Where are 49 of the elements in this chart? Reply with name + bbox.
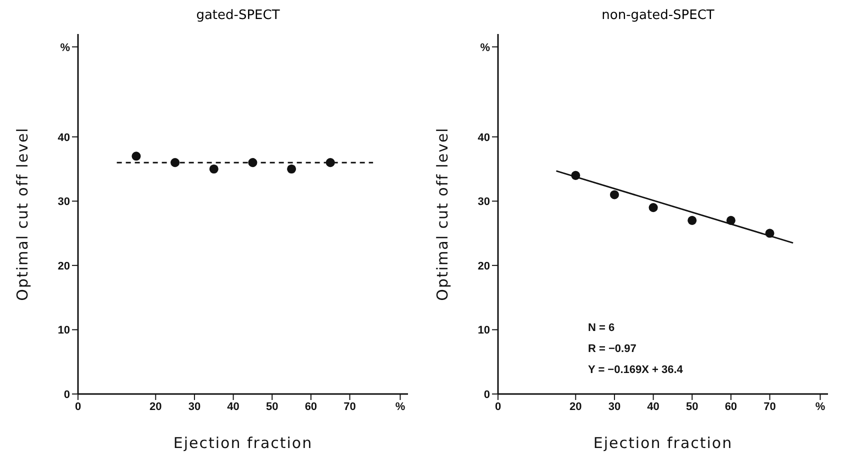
point (287, 164, 296, 174)
y-tick-label: 0 (484, 388, 490, 401)
y-tick-label: 0 (64, 388, 70, 401)
x-tick-label: 20 (150, 400, 162, 413)
x-tick-label: 30 (188, 400, 201, 413)
point (726, 216, 736, 225)
point (571, 170, 580, 180)
y-tick-label: 20 (58, 260, 70, 272)
point (688, 216, 697, 225)
x-tick-label: 30 (608, 400, 621, 413)
x-tick-label: 70 (764, 400, 776, 413)
point (765, 228, 774, 238)
x-tick-label: 0 (74, 400, 82, 413)
x-tick-label: 40 (227, 400, 240, 413)
x-tick-label: % (815, 400, 826, 413)
point (648, 203, 658, 212)
y-tick-label: 30 (478, 196, 490, 208)
x-tick-label: 50 (266, 400, 278, 413)
x-tick-label: 70 (344, 400, 356, 413)
point (610, 190, 619, 200)
annotation: N = 6 (588, 321, 616, 336)
point (170, 158, 180, 168)
x-tick-label: 60 (724, 400, 738, 413)
point (248, 158, 258, 168)
chart-title: non-gated-SPECT (600, 8, 716, 25)
y-tick-label: 40 (478, 132, 490, 144)
y-tick-label: 40 (58, 132, 70, 144)
annotation: Y = −0.169X + 36.4 (588, 363, 683, 378)
y-axis-title: Optimal cut off level (13, 127, 32, 301)
y-tick-label: 10 (478, 324, 490, 337)
annotation: R = −0.97 (588, 342, 638, 357)
y-tick-label: % (480, 42, 490, 54)
y-axis-title: Optimal cut off level (433, 127, 452, 301)
x-axis-title: Ejection fraction (593, 434, 733, 452)
x-tick-label: % (395, 400, 406, 413)
x-tick-label: 40 (647, 400, 660, 413)
point (209, 164, 218, 174)
y-tick-label: 30 (58, 196, 70, 208)
x-axis-title: Ejection fraction (173, 434, 313, 452)
y-tick-label: % (60, 42, 70, 54)
y-tick-label: 20 (478, 260, 490, 272)
point (326, 158, 335, 168)
x-tick-label: 20 (570, 400, 582, 413)
x-tick-label: 50 (686, 400, 698, 413)
point (132, 152, 141, 161)
chart-title: gated-SPECT (195, 8, 281, 25)
y-tick-label: 10 (58, 324, 70, 337)
x-tick-label: 0 (494, 400, 502, 413)
x-tick-label: 60 (304, 400, 318, 413)
